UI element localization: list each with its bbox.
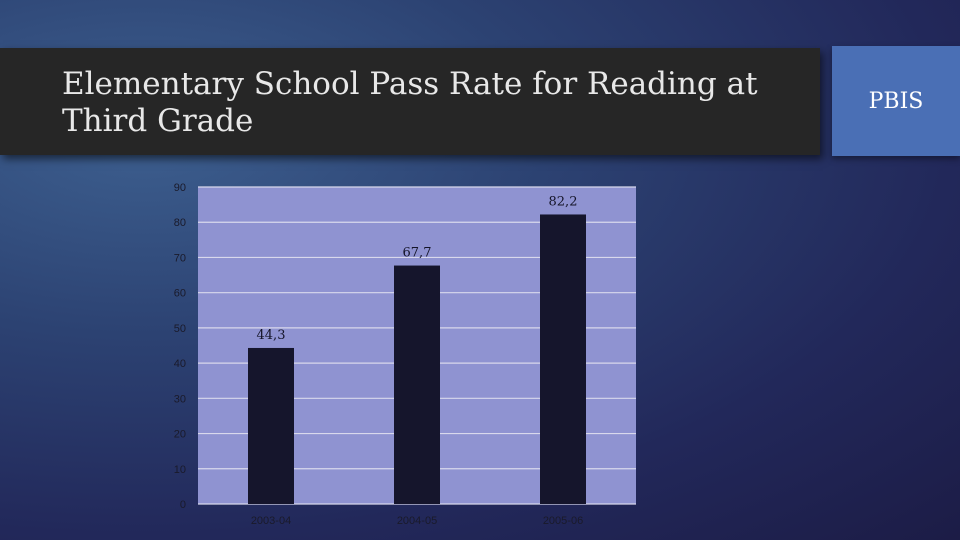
- y-tick-label: 40: [174, 358, 186, 370]
- y-tick-label: 60: [174, 288, 186, 300]
- pbis-tag-label: PBIS: [868, 88, 924, 114]
- y-tick-label: 0: [180, 499, 186, 511]
- bar-2003-04: [248, 347, 294, 504]
- y-tick-label: 10: [174, 464, 186, 476]
- bar-2004-05: [394, 265, 440, 504]
- data-label: 67,7: [403, 246, 432, 261]
- y-tick-label: 80: [174, 217, 186, 229]
- y-tick-label: 50: [174, 323, 186, 335]
- bar-2005-06: [540, 214, 586, 504]
- y-tick-label: 30: [174, 393, 186, 405]
- y-tick-label: 70: [174, 252, 186, 264]
- data-label: 44,3: [257, 328, 286, 343]
- x-tick-label: 2003-04: [251, 515, 291, 527]
- data-label: 82,2: [549, 194, 578, 209]
- x-tick-label: 2005-06: [543, 515, 583, 527]
- y-tick-label: 20: [174, 429, 186, 441]
- title-banner: [0, 48, 820, 155]
- slide-title: Elementary School Pass Rate for Reading …: [62, 66, 758, 139]
- x-tick-label: 2004-05: [397, 515, 437, 527]
- y-tick-label: 90: [174, 182, 186, 194]
- pbis-tag-box: PBIS: [832, 46, 960, 156]
